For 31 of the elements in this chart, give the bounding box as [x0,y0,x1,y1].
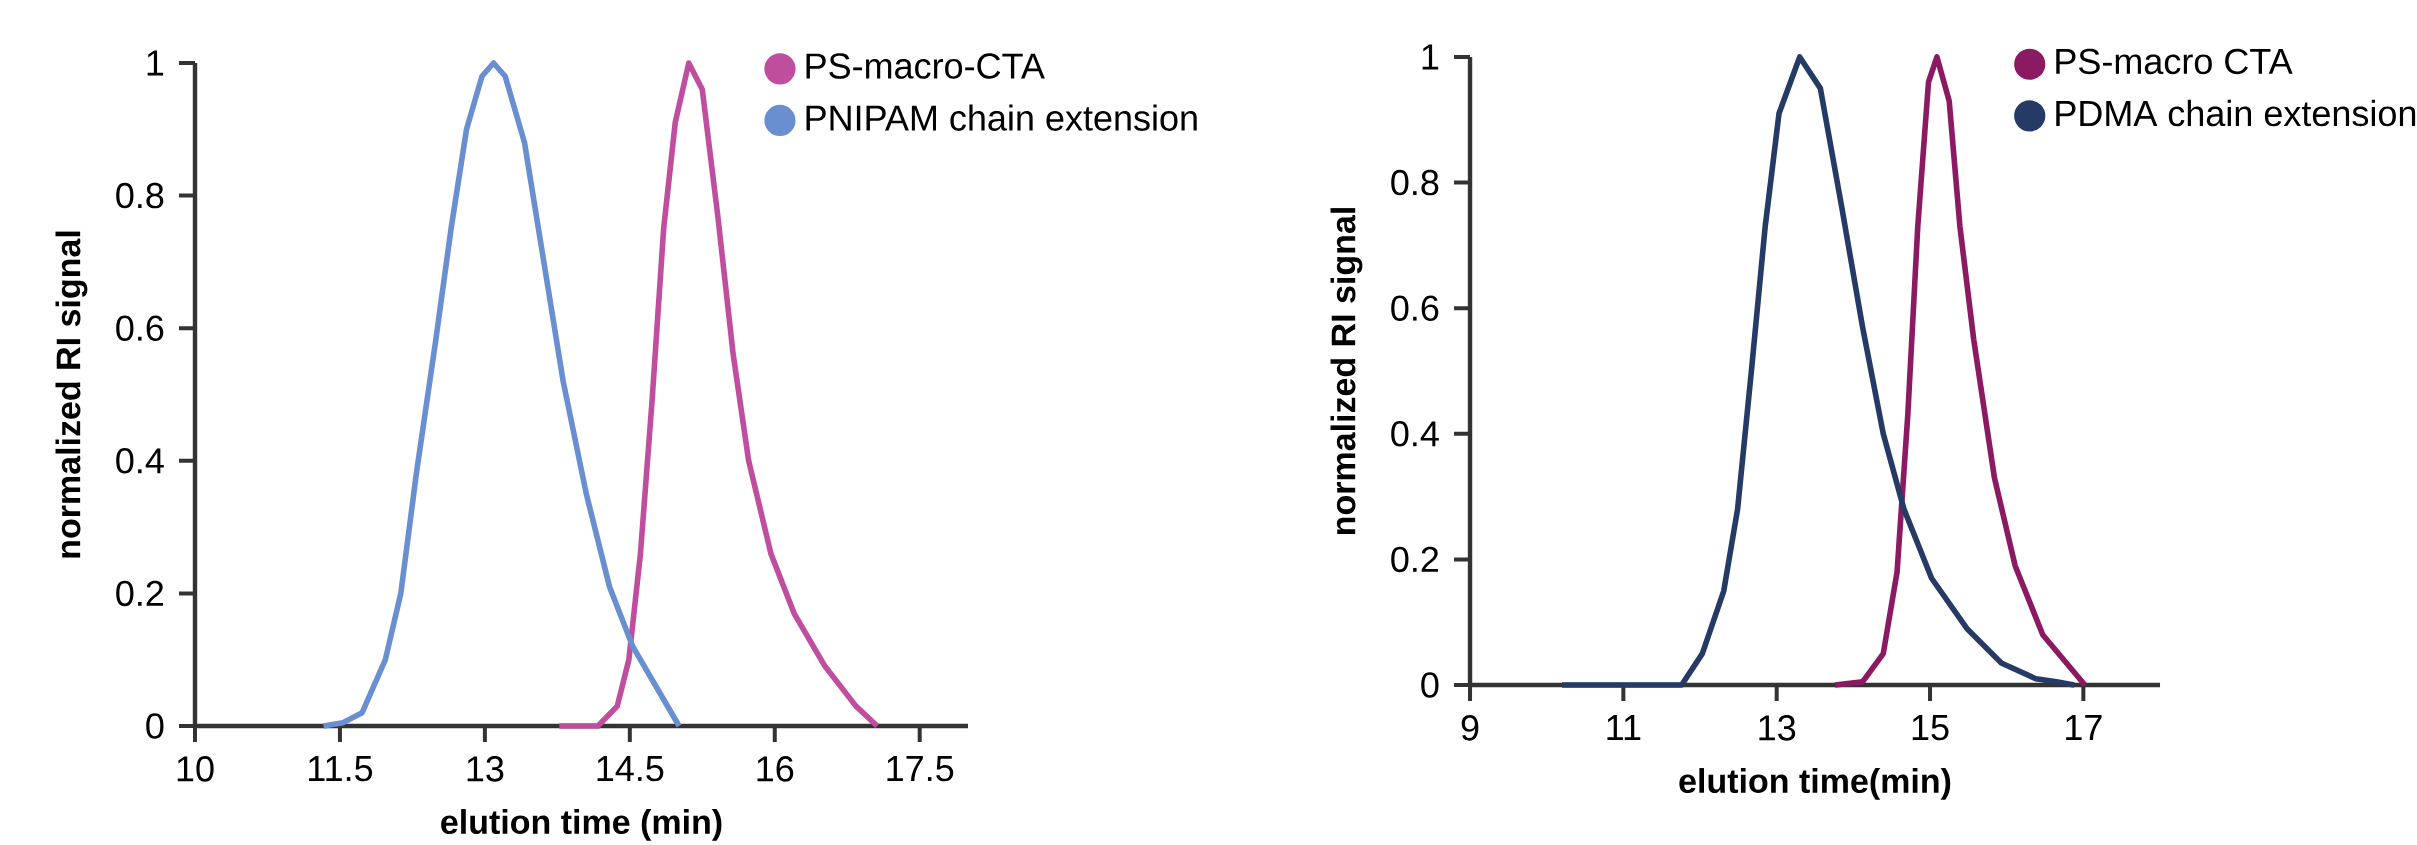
x-axis-title: elution time (min) [441,809,722,841]
y-tick-label: 0.6 [1391,295,1439,321]
legend-label: PS-macro CTA [2056,48,2293,75]
legend-label: PS-macro-CTA [806,53,1045,79]
legend-label: PDMA chain extension [2056,99,2416,127]
y-tick-label: 0.8 [116,182,164,209]
x-tick-label: 10 [177,756,214,782]
x-tick-label: 17.5 [887,756,954,782]
y-tick-label: 0 [146,713,164,739]
x-tick-label: 15 [1912,715,1949,741]
y-tick-label: 1 [147,50,164,76]
x-tick-label: 13 [467,756,504,782]
x-axis-title: elution time(min) [1679,768,1951,800]
x-tick-label: 9 [1461,715,1479,741]
y-tick-label: 1 [1422,44,1439,70]
x-tick-label: 16 [757,756,794,782]
legend-label: PNIPAM chain extension [806,104,1197,131]
y-axis-title: normalized RI signal [1330,208,1363,535]
x-tick-label: 13 [1759,715,1796,741]
y-tick-label: 0.8 [1391,169,1439,196]
y-axis-title: normalized RI signal [55,231,88,558]
x-tick-label: 11 [1607,715,1641,740]
x-tick-label: 14.5 [597,756,664,782]
y-tick-label: 0.6 [116,315,164,341]
y-tick-label: 0.2 [116,580,164,607]
x-tick-label: 17 [2066,715,2102,740]
y-tick-label: 0 [1421,672,1439,698]
x-tick-label: 11.5 [309,756,373,782]
y-tick-label: 0.4 [1391,421,1439,447]
y-tick-label: 0.2 [1391,546,1439,573]
y-tick-label: 0.4 [116,448,164,474]
